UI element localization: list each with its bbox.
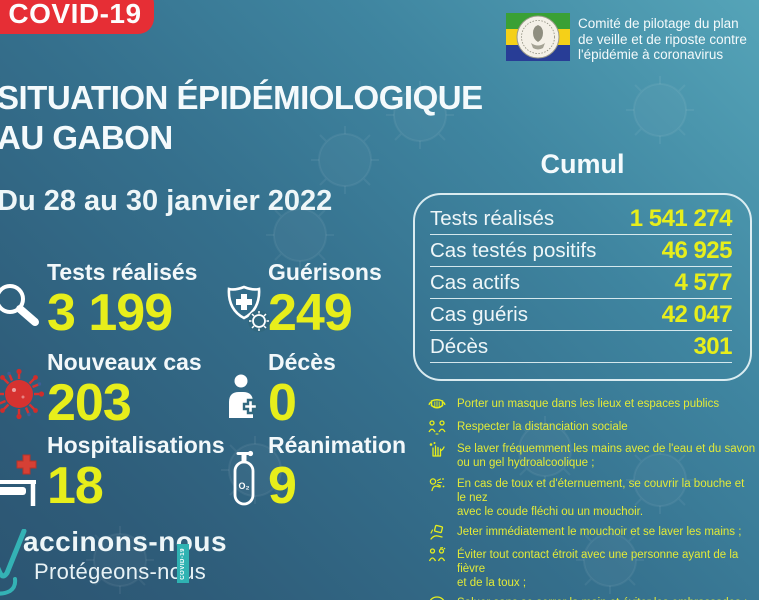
wordmark-covid-tag: COVID-19 — [177, 544, 189, 583]
cumul-row-deces-value: 301 — [693, 332, 732, 360]
cumul-row-tests-label: Tests réalisés — [430, 206, 555, 230]
wordmark-line1: accinons-nous — [23, 526, 228, 557]
page-title: SITUATION ÉPIDÉMIOLOGIQUE AU GABON — [0, 78, 483, 157]
guideline-avoid-contact-text: Éviter tout contact étroit avec une pers… — [457, 548, 739, 589]
guideline-mask-text: Porter un masque dans les lieux et espac… — [457, 398, 720, 410]
committee-line-1: Comité de pilotage du plan — [578, 16, 739, 31]
cumul-row-deces-label: Décès — [430, 334, 489, 358]
mask-icon — [428, 399, 446, 409]
page-title-line1: SITUATION ÉPIDÉMIOLOGIQUE — [0, 79, 483, 116]
stat-reanimation-value: 9 — [268, 457, 297, 516]
stat-tests-label: Tests réalisés — [47, 259, 198, 285]
oxygen-tank-icon: O₂ — [231, 450, 259, 506]
committee-header: Comité de pilotage du plan de veille et … — [506, 13, 747, 63]
avoid-contact-icon — [428, 546, 446, 561]
page-title-line2: AU GABON — [0, 118, 173, 156]
guideline-distancing: Respecter la distanciation sociale — [428, 419, 756, 436]
wordmark-covid-tag-label: COVID-19 — [180, 547, 186, 580]
no-handshake-icon — [429, 596, 445, 600]
guideline-handwash-text: Se laver fréquemment les mains avec de l… — [457, 443, 756, 470]
cumul-row-tests-value: 1 541 274 — [629, 204, 733, 232]
vaccinons-nous-wordmark: accinons-nous Protégeons-nous COVID-19 — [0, 515, 240, 600]
magnifier-icon — [0, 282, 42, 330]
cumul-row-deces: Décès 301 — [430, 331, 732, 363]
guideline-cough: En cas de toux et d'éternuement, se couv… — [428, 477, 756, 519]
guideline-no-handshake: Saluer sans se serrer la main et éviter … — [428, 596, 756, 600]
cumul-row-gueris-value: 42 047 — [661, 300, 733, 328]
guideline-cough-text: En cas de toux et d'éternuement, se couv… — [457, 477, 745, 518]
stat-guerisons-value: 249 — [268, 284, 353, 343]
covid19-badge: COVID-19 — [0, 0, 154, 34]
cumul-row-actifs: Cas actifs 4 577 — [430, 267, 732, 299]
guideline-avoid-contact: Éviter tout contact étroit avec une pers… — [428, 546, 756, 590]
cumul-row-actifs-label: Cas actifs — [430, 270, 520, 294]
cumul-row-tests: Tests réalisés 1 541 274 — [430, 203, 733, 235]
guideline-handwash: Se laver fréquemment les mains avec de l… — [428, 442, 756, 470]
committee-line-2: de veille et de riposte contre — [578, 31, 747, 47]
stat-reanimation-label: Réanimation — [268, 432, 407, 458]
covid19-badge-label: COVID-19 — [8, 0, 142, 29]
stat-hospitalisations-value: 18 — [47, 457, 104, 516]
cumul-row-gueris-label: Cas guéris — [430, 302, 528, 326]
hospital-bed-icon — [0, 452, 44, 506]
person-cross-icon — [226, 374, 262, 418]
guideline-no-handshake-text: Saluer sans se serrer la main et éviter … — [457, 596, 747, 600]
stat-hospitalisations: Hospitalisations 18 — [47, 432, 225, 516]
cumul-title: Cumul — [540, 149, 625, 179]
guideline-tissue-text: Jeter immédiatement le mouchoir et se la… — [457, 526, 742, 539]
svg-text:O₂: O₂ — [239, 481, 250, 491]
committee-line-3: l'épidémie à coronavirus — [578, 47, 724, 63]
cumul-row-positifs: Cas testés positifs 46 925 — [430, 235, 733, 267]
cumul-row-positifs-value: 46 925 — [661, 236, 733, 264]
guideline-distancing-text: Respecter la distanciation sociale — [457, 420, 628, 433]
stat-guerisons-label: Guérisons — [268, 259, 382, 285]
stat-hospitalisations-label: Hospitalisations — [47, 432, 225, 458]
committee-text: Comité de pilotage du plan de veille et … — [578, 13, 747, 63]
report-period: Du 28 au 30 janvier 2022 — [0, 185, 333, 217]
gabon-flag-icon — [506, 13, 570, 61]
cumul-panel: Tests réalisés 1 541 274 Cas testés posi… — [413, 193, 752, 381]
stat-reanimation: Réanimation 9 — [268, 432, 407, 516]
guideline-mask: Porter un masque dans les lieux et espac… — [428, 397, 756, 413]
discard-tissue-icon — [430, 524, 444, 540]
cumul-row-gueris: Cas guéris 42 047 — [430, 299, 733, 331]
stat-tests: Tests réalisés 3 199 — [47, 259, 198, 343]
stat-tests-value: 3 199 — [47, 284, 173, 343]
cumul-row-positifs-label: Cas testés positifs — [430, 238, 597, 262]
guidelines-list: Porter un masque dans les lieux et espac… — [428, 397, 756, 600]
stat-guerisons: Guérisons 249 — [268, 259, 382, 343]
v-hand-icon — [0, 529, 27, 596]
shield-virus-icon — [220, 284, 272, 334]
cough-elbow-icon — [429, 477, 445, 491]
stat-deces: Décès 0 — [268, 349, 336, 433]
stat-nouveaux-cas-label: Nouveaux cas — [47, 349, 202, 375]
guideline-tissue: Jeter immédiatement le mouchoir et se la… — [428, 524, 756, 541]
virus-icon — [0, 366, 47, 422]
stat-deces-label: Décès — [268, 349, 336, 375]
hand-washing-icon — [429, 442, 445, 457]
stat-nouveaux-cas-value: 203 — [47, 374, 132, 433]
cumul-row-actifs-value: 4 577 — [674, 268, 732, 296]
stat-nouveaux-cas: Nouveaux cas 203 — [47, 349, 202, 433]
social-distancing-icon — [428, 419, 446, 435]
stat-deces-value: 0 — [268, 374, 297, 433]
